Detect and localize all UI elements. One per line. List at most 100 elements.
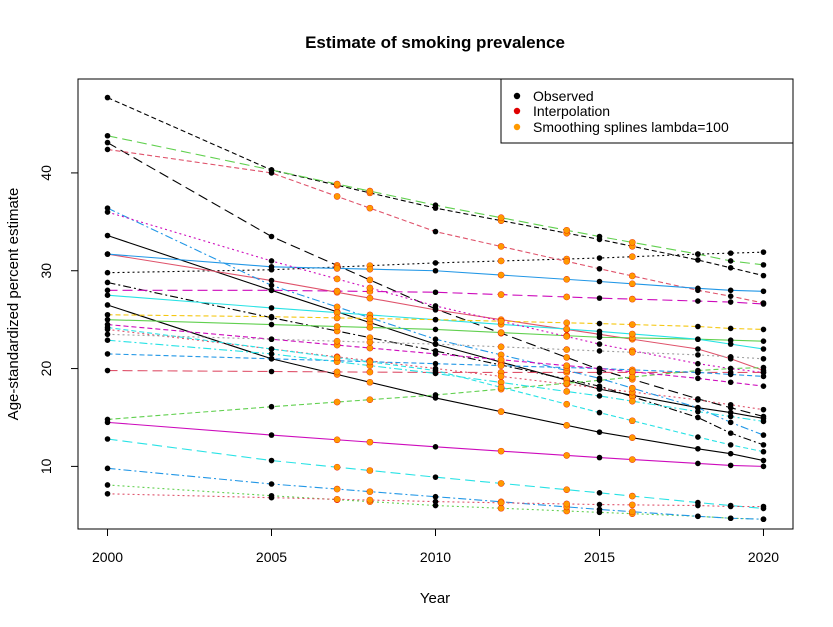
observed-point — [760, 355, 767, 362]
smoothing-point — [334, 496, 341, 503]
observed-point — [596, 348, 603, 354]
smoothing-point — [334, 309, 341, 316]
observed-point — [104, 94, 111, 101]
observed-point — [760, 383, 767, 389]
observed-point — [596, 295, 603, 301]
observed-point — [596, 501, 603, 508]
series-line-11 — [107, 135, 764, 266]
observed-point — [268, 287, 275, 294]
observed-point — [760, 418, 767, 425]
observed-point — [104, 302, 111, 308]
smoothing-point — [366, 276, 373, 283]
smoothing-point — [334, 288, 341, 295]
observed-point — [268, 457, 275, 464]
observed-point — [596, 385, 603, 391]
smoothing-point — [629, 368, 636, 375]
smoothing-point — [498, 384, 505, 391]
observed-point — [268, 481, 275, 487]
smoothing-point — [366, 467, 373, 474]
x-tick-label: 2010 — [420, 549, 451, 565]
observed-point — [104, 367, 111, 374]
observed-point — [695, 408, 701, 415]
observed-point — [760, 301, 767, 307]
observed-point — [104, 321, 111, 328]
smoothing-point — [563, 452, 570, 459]
smoothing-point — [498, 362, 505, 369]
observed-point — [104, 482, 111, 488]
observed-point — [760, 262, 767, 268]
observed-point — [432, 316, 439, 323]
points-layer — [104, 94, 767, 523]
observed-point — [727, 250, 734, 256]
y-axis-label: Age-standardized percent estimate — [5, 188, 22, 421]
smoothing-point — [563, 500, 570, 507]
smoothing-point — [366, 315, 373, 322]
smoothing-point — [366, 324, 373, 331]
smoothing-point — [629, 374, 636, 381]
smoothing-point — [629, 417, 636, 424]
smoothing-point — [334, 486, 341, 493]
observed-point — [432, 303, 439, 309]
observed-point — [596, 233, 603, 240]
smoothing-point — [366, 396, 373, 403]
observed-point — [104, 436, 111, 442]
smoothing-point — [498, 257, 505, 264]
observed-point — [104, 465, 111, 472]
x-tick-label: 2020 — [748, 549, 779, 565]
observed-point — [268, 313, 275, 320]
observed-point — [727, 354, 734, 360]
y-tick-label: 10 — [38, 458, 54, 474]
smoothing-point — [563, 333, 570, 340]
legend: Observed Interpolation Smoothing splines… — [500, 78, 794, 144]
observed-point — [695, 513, 701, 520]
observed-point — [727, 430, 734, 436]
smoothing-point — [366, 334, 373, 341]
observed-point — [596, 320, 603, 327]
legend-marker-smoothing — [513, 123, 521, 131]
observed-point — [104, 269, 111, 276]
observed-point — [268, 282, 275, 289]
smoothing-point — [629, 393, 636, 400]
observed-point — [268, 305, 275, 311]
observed-point — [695, 257, 701, 263]
smoothing-point — [366, 188, 373, 195]
observed-point — [760, 288, 767, 295]
smoothing-point — [629, 398, 636, 405]
observed-point — [432, 267, 439, 274]
smoothing-point — [498, 480, 505, 487]
smoothing-point — [563, 380, 570, 387]
smoothing-point — [366, 497, 373, 504]
observed-point — [727, 442, 734, 448]
observed-point — [432, 351, 439, 357]
observed-point — [104, 205, 111, 211]
observed-point — [104, 337, 111, 343]
smoothing-point — [366, 339, 373, 346]
observed-point — [104, 292, 111, 298]
observed-point — [432, 260, 439, 266]
observed-point — [695, 323, 701, 330]
smoothing-point — [498, 408, 505, 415]
smoothing-point — [366, 284, 373, 291]
smoothing-point — [498, 291, 505, 298]
observed-point — [104, 287, 111, 294]
observed-point — [727, 365, 734, 372]
observed-point — [268, 258, 275, 264]
smoothing-point — [334, 314, 341, 321]
y-tick-label: 30 — [38, 263, 54, 279]
chart-title: Estimate of smoking prevalence — [305, 33, 565, 52]
observed-point — [727, 371, 734, 378]
observed-point — [104, 251, 111, 257]
observed-point — [695, 502, 701, 509]
smoothing-point — [629, 331, 636, 337]
smoothing-point — [366, 266, 373, 273]
smoothing-point — [498, 356, 505, 363]
observed-point — [695, 251, 701, 257]
smoothing-point — [334, 436, 341, 443]
smoothing-point — [366, 488, 373, 495]
smoothing-point — [629, 508, 636, 515]
smoothing-point — [498, 499, 505, 506]
observed-point — [432, 360, 439, 367]
observed-point — [104, 419, 111, 426]
observed-point — [695, 346, 701, 352]
y-tick-label: 40 — [38, 165, 54, 181]
